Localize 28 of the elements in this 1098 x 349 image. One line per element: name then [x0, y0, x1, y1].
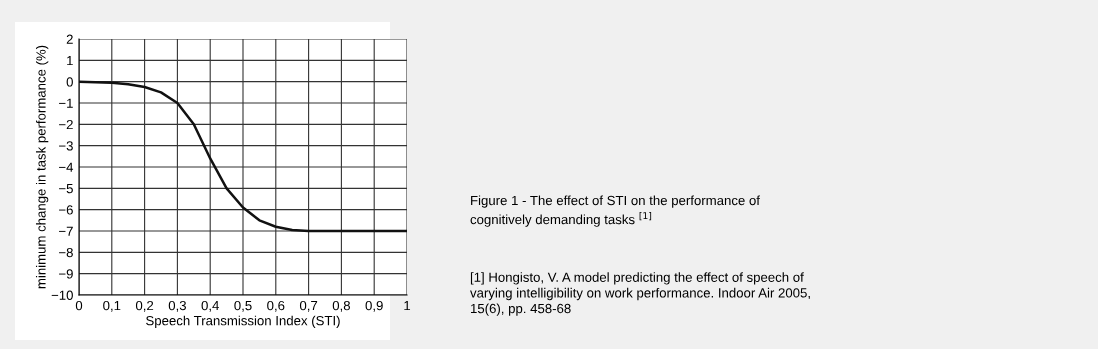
x-tick-label: 0,5 — [234, 300, 252, 312]
text: [1] Hongisto, V. A model predicting the effect of speech of varying intelligibility on work performance. Indoor Air 2005, 15(6), pp. 458-68 — [470, 272, 810, 316]
y-tick-label: −1 — [59, 98, 73, 108]
y-tick-label: −4 — [59, 162, 74, 172]
x-tick-label: 1 — [404, 301, 411, 311]
y-tick-label: 1 — [67, 56, 73, 66]
y-axis-title: minimum change in task performance (%) — [35, 45, 49, 289]
x-tick-label: 0,1 — [103, 300, 121, 312]
y-tick-label: −8 — [59, 247, 73, 258]
y-tick-label: −10 — [51, 290, 73, 300]
y-tick-label: −6 — [59, 205, 73, 215]
y-tick-label: 2 — [66, 34, 73, 44]
caption: Figure 1 - The effect of STI on the performance of cognitively demanding tasks $^{[1]}$ — [470, 195, 760, 227]
y-tick-label: 0 — [66, 77, 73, 87]
y-tick-label: −5 — [59, 184, 73, 194]
y-tick-label: −7 — [59, 226, 73, 236]
y-tick-label: −2 — [59, 119, 73, 130]
y-tick-label: −3 — [59, 141, 73, 151]
x-tick-label: 0,2 — [135, 300, 154, 312]
x-tick-label: 0,3 — [168, 300, 186, 312]
x-axis-title: Speech Transmission Index (STI) — [146, 315, 340, 328]
x-tick-label: 0,8 — [332, 300, 350, 312]
x-tick-label: 0 — [75, 300, 83, 311]
x-tick-label: 0,4 — [201, 300, 219, 312]
y-tick-label: −9 — [59, 269, 73, 279]
x-tick-label: 0,9 — [365, 300, 383, 312]
x-tick-label: 0,7 — [299, 300, 318, 312]
x-tick-label: 0,6 — [267, 300, 285, 312]
